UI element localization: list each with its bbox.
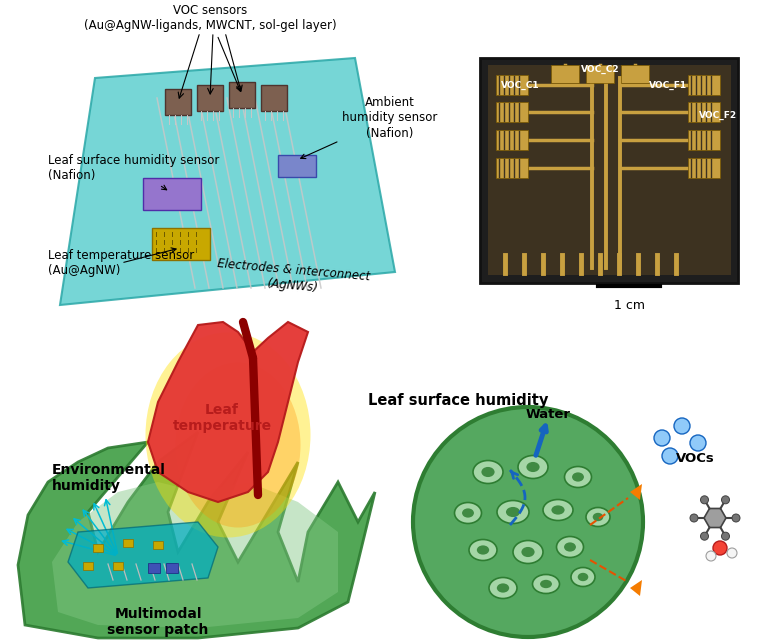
Circle shape (721, 496, 730, 504)
Text: VOC_C2: VOC_C2 (581, 65, 619, 74)
Ellipse shape (557, 536, 584, 557)
Circle shape (727, 548, 737, 558)
Text: Electrodes & interconnect
(AgNWs): Electrodes & interconnect (AgNWs) (216, 257, 370, 299)
Polygon shape (148, 322, 308, 502)
Ellipse shape (571, 568, 595, 586)
Ellipse shape (551, 506, 564, 515)
Circle shape (662, 448, 678, 464)
FancyBboxPatch shape (165, 89, 191, 115)
Ellipse shape (586, 508, 610, 527)
Text: VOC_C1: VOC_C1 (501, 81, 539, 90)
FancyBboxPatch shape (688, 158, 720, 178)
Ellipse shape (145, 333, 310, 538)
FancyBboxPatch shape (261, 85, 287, 111)
Ellipse shape (469, 540, 497, 561)
Ellipse shape (521, 547, 535, 557)
FancyBboxPatch shape (113, 562, 123, 570)
FancyBboxPatch shape (123, 539, 133, 547)
FancyBboxPatch shape (551, 65, 579, 83)
Circle shape (700, 496, 709, 504)
Circle shape (732, 514, 740, 522)
FancyBboxPatch shape (278, 155, 316, 177)
Ellipse shape (497, 584, 509, 593)
Text: VOCs: VOCs (676, 451, 714, 465)
Ellipse shape (455, 502, 482, 524)
Ellipse shape (532, 575, 560, 593)
Circle shape (700, 532, 709, 540)
Circle shape (706, 551, 716, 561)
Ellipse shape (564, 467, 591, 488)
FancyBboxPatch shape (688, 130, 720, 150)
Ellipse shape (564, 542, 576, 552)
Circle shape (654, 430, 670, 446)
FancyBboxPatch shape (488, 65, 731, 275)
FancyBboxPatch shape (153, 541, 163, 549)
FancyBboxPatch shape (621, 65, 649, 83)
Ellipse shape (513, 541, 543, 563)
Polygon shape (630, 580, 642, 596)
Text: VOC_F2: VOC_F2 (699, 111, 737, 120)
Polygon shape (60, 58, 395, 305)
FancyBboxPatch shape (496, 102, 528, 122)
Ellipse shape (526, 462, 540, 472)
Ellipse shape (518, 456, 548, 479)
FancyBboxPatch shape (152, 228, 210, 260)
FancyBboxPatch shape (496, 158, 528, 178)
FancyBboxPatch shape (197, 85, 223, 111)
Circle shape (674, 418, 690, 434)
Ellipse shape (473, 461, 503, 483)
Text: Leaf temperature sensor
(Au@AgNW): Leaf temperature sensor (Au@AgNW) (48, 248, 194, 277)
Ellipse shape (593, 513, 604, 521)
FancyBboxPatch shape (166, 563, 178, 573)
Text: 1 cm: 1 cm (614, 299, 644, 312)
Polygon shape (704, 508, 726, 527)
FancyBboxPatch shape (496, 130, 528, 150)
Polygon shape (630, 484, 642, 500)
Text: Water: Water (525, 408, 571, 422)
Ellipse shape (176, 362, 300, 527)
Text: Environmental
humidity: Environmental humidity (52, 463, 166, 493)
Text: Leaf
temperature: Leaf temperature (173, 403, 272, 433)
Ellipse shape (543, 499, 573, 520)
Circle shape (713, 541, 727, 555)
Circle shape (413, 407, 643, 637)
FancyBboxPatch shape (143, 178, 201, 210)
FancyBboxPatch shape (148, 563, 160, 573)
FancyBboxPatch shape (688, 102, 720, 122)
Ellipse shape (489, 577, 517, 598)
Ellipse shape (462, 508, 474, 518)
Ellipse shape (578, 573, 588, 581)
Ellipse shape (477, 545, 489, 555)
Text: VOC sensors
(Au@AgNW-ligands, MWCNT, sol-gel layer): VOC sensors (Au@AgNW-ligands, MWCNT, sol… (84, 4, 336, 92)
Ellipse shape (506, 507, 520, 517)
Ellipse shape (482, 467, 495, 477)
Text: Ambient
humidity sensor
(Nafion): Ambient humidity sensor (Nafion) (300, 97, 438, 159)
Circle shape (721, 532, 730, 540)
FancyBboxPatch shape (496, 75, 528, 95)
FancyBboxPatch shape (229, 82, 255, 108)
FancyBboxPatch shape (83, 562, 93, 570)
Text: VOC_F1: VOC_F1 (649, 81, 687, 90)
Text: Leaf surface humidity: Leaf surface humidity (368, 392, 548, 408)
FancyBboxPatch shape (688, 75, 720, 95)
FancyBboxPatch shape (480, 58, 738, 283)
Circle shape (690, 435, 706, 451)
Polygon shape (68, 522, 218, 588)
Ellipse shape (572, 472, 584, 482)
Polygon shape (52, 482, 338, 628)
Text: Multimodal
sensor patch: Multimodal sensor patch (108, 607, 209, 637)
Ellipse shape (540, 580, 552, 588)
Polygon shape (18, 432, 375, 638)
Ellipse shape (497, 500, 529, 524)
FancyBboxPatch shape (586, 65, 614, 83)
FancyBboxPatch shape (93, 544, 103, 552)
Circle shape (690, 514, 698, 522)
Text: Leaf surface humidity sensor
(Nafion): Leaf surface humidity sensor (Nafion) (48, 154, 220, 190)
